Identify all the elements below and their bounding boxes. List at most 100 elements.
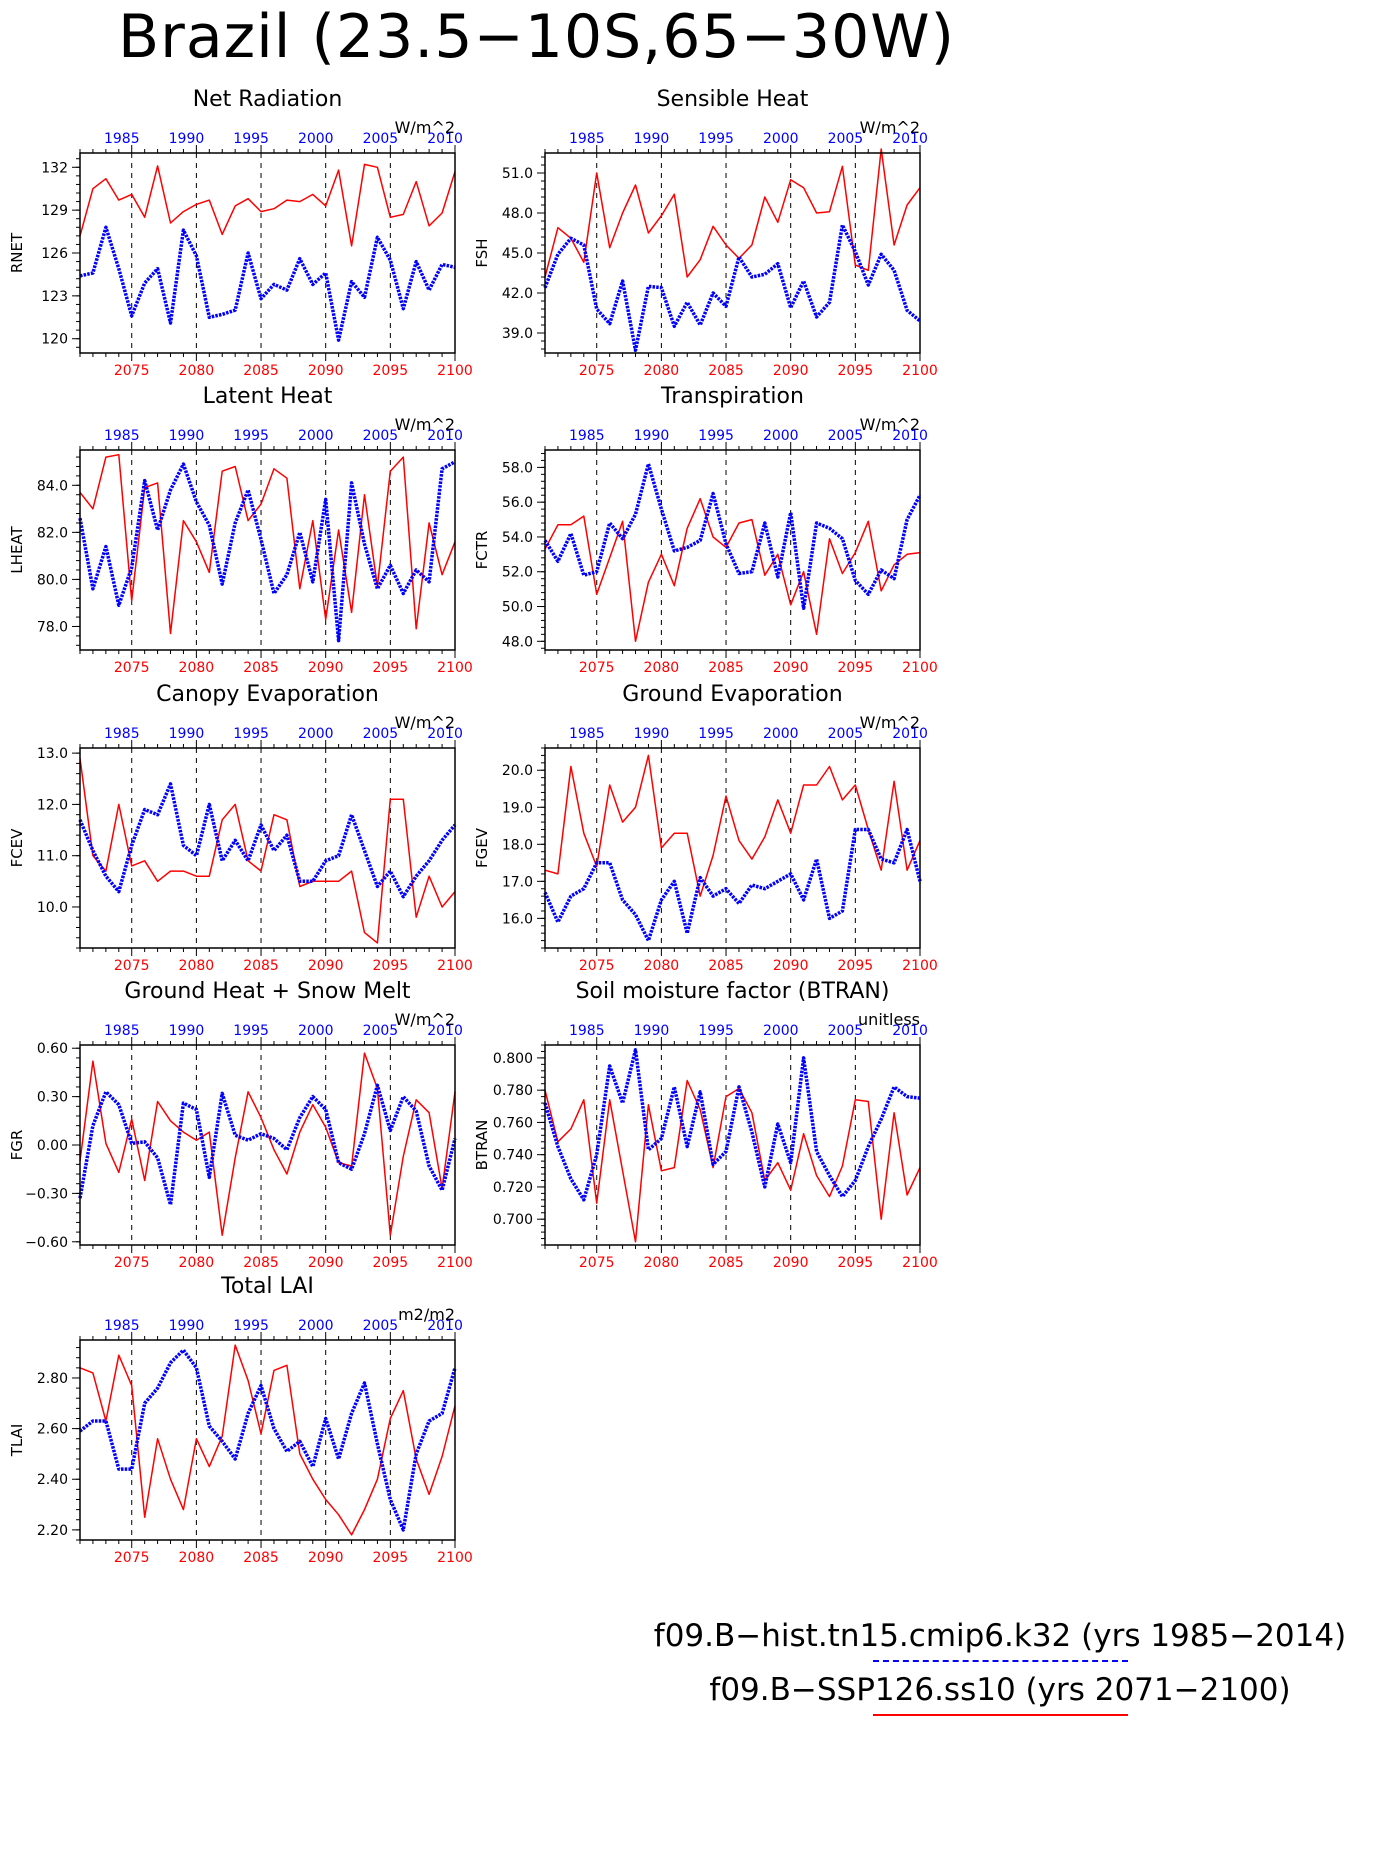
- x-tick-label-bottom: 2100: [437, 1550, 473, 1566]
- x-tick-label-top: 1985: [569, 428, 605, 444]
- y-tick-label: 0.720: [493, 1180, 533, 1196]
- panel-title: Ground Heat + Snow Melt: [124, 979, 411, 1004]
- x-tick-label-top: 1990: [634, 726, 670, 742]
- x-tick-label-bottom: 2080: [179, 958, 215, 974]
- x-tick-label-bottom: 2080: [179, 1255, 215, 1271]
- x-tick-label-top: 1985: [569, 726, 605, 742]
- x-tick-label-top: 2010: [892, 428, 928, 444]
- series-line-hist: [78, 782, 457, 899]
- series-line-ssp: [544, 1079, 921, 1243]
- x-tick-label-top: 1995: [233, 428, 269, 444]
- plot-frame: [544, 152, 921, 354]
- y-tick-label: 51.0: [502, 166, 533, 182]
- x-tick-label-bottom: 2090: [308, 1550, 344, 1566]
- x-tick-label-bottom: 2100: [437, 660, 473, 676]
- page-title: Brazil (23.5−10S,65−30W): [118, 2, 955, 72]
- series-line-hist: [543, 223, 922, 353]
- panel-units: W/m^2: [395, 118, 455, 137]
- x-tick-label-top: 2010: [892, 131, 928, 147]
- x-tick-label-bottom: 2095: [373, 660, 409, 676]
- x-tick-label-bottom: 2090: [308, 363, 344, 379]
- panel-units: W/m^2: [860, 118, 920, 137]
- y-axis-label: FSH: [473, 238, 491, 267]
- y-tick-label: 17.0: [502, 874, 533, 890]
- y-tick-label: 2.20: [37, 1523, 68, 1539]
- series-line-ssp: [544, 754, 921, 897]
- x-tick-label-bottom: 2075: [114, 363, 150, 379]
- x-tick-label-top: 1995: [698, 726, 734, 742]
- series-line-ssp: [544, 497, 921, 643]
- x-tick-label-bottom: 2100: [902, 363, 938, 379]
- x-tick-label-bottom: 2085: [243, 363, 279, 379]
- x-tick-label-bottom: 2075: [579, 958, 615, 974]
- y-axis-label: FGEV: [473, 827, 491, 868]
- x-tick-label-top: 1990: [169, 726, 205, 742]
- y-tick-label: 129: [41, 203, 68, 219]
- y-tick-label: 82.0: [37, 525, 68, 541]
- x-tick-label-top: 1995: [698, 131, 734, 147]
- x-tick-label-bottom: 2095: [838, 660, 874, 676]
- x-tick-label-top: 2005: [363, 428, 399, 444]
- y-tick-label: 132: [41, 160, 68, 176]
- series-line-hist: [78, 1348, 457, 1532]
- panel-units: m2/m2: [398, 1305, 455, 1324]
- plot-frame: [79, 1339, 456, 1541]
- x-tick-label-bottom: 2100: [437, 958, 473, 974]
- plot-frame: [544, 1044, 921, 1246]
- panel-title: Latent Heat: [203, 384, 333, 409]
- y-axis-label: TLAI: [8, 1424, 26, 1458]
- panel-title: Canopy Evaporation: [156, 682, 379, 707]
- x-tick-label-top: 1995: [233, 131, 269, 147]
- panel-title: Transpiration: [660, 384, 804, 409]
- x-tick-label-top: 2005: [363, 131, 399, 147]
- x-tick-label-top: 2000: [298, 1318, 334, 1334]
- x-tick-label-bottom: 2090: [773, 958, 809, 974]
- x-tick-label-bottom: 2085: [243, 1550, 279, 1566]
- y-tick-label: 0.740: [493, 1148, 533, 1164]
- y-tick-label: 56.0: [502, 495, 533, 511]
- x-tick-label-top: 1995: [233, 1023, 269, 1039]
- x-tick-label-top: 2010: [427, 131, 463, 147]
- legend-hist-label: f09.B−hist.tn15.cmip6.k32 (yrs 1985−2014…: [653, 1618, 1347, 1654]
- legend-ssp-label: f09.B−SSP126.ss10 (yrs 2071−2100): [709, 1672, 1291, 1708]
- x-tick-label-bottom: 2085: [708, 363, 744, 379]
- x-tick-label-bottom: 2090: [773, 660, 809, 676]
- x-tick-label-top: 1985: [569, 131, 605, 147]
- y-tick-label: 123: [41, 289, 68, 305]
- panel-units: W/m^2: [395, 1010, 455, 1029]
- x-tick-label-top: 2000: [763, 131, 799, 147]
- x-tick-label-top: 1990: [634, 131, 670, 147]
- x-tick-label-bottom: 2100: [437, 1255, 473, 1271]
- legend-hist-swatch: [872, 1660, 1128, 1662]
- y-tick-label: 19.0: [502, 800, 533, 816]
- x-tick-label-bottom: 2085: [243, 1255, 279, 1271]
- y-tick-label: 120: [41, 332, 68, 348]
- series-line-ssp: [544, 148, 921, 278]
- x-tick-label-top: 2000: [298, 726, 334, 742]
- x-tick-label-top: 1985: [104, 131, 140, 147]
- panel-title: Sensible Heat: [657, 87, 809, 112]
- x-tick-label-top: 2000: [763, 428, 799, 444]
- panel-units: W/m^2: [860, 415, 920, 434]
- x-tick-label-top: 2000: [763, 1023, 799, 1039]
- x-tick-label-top: 2005: [363, 726, 399, 742]
- y-tick-label: 84.0: [37, 478, 68, 494]
- panel-title: Net Radiation: [193, 87, 343, 112]
- x-tick-label-bottom: 2080: [179, 363, 215, 379]
- x-tick-label-top: 1990: [169, 131, 205, 147]
- x-tick-label-top: 1990: [634, 428, 670, 444]
- x-tick-label-top: 2005: [363, 1318, 399, 1334]
- x-tick-label-top: 2010: [892, 1023, 928, 1039]
- y-tick-label: 2.80: [37, 1371, 68, 1387]
- y-tick-label: 54.0: [502, 530, 533, 546]
- panel-units: W/m^2: [395, 415, 455, 434]
- x-tick-label-bottom: 2085: [243, 660, 279, 676]
- x-tick-label-bottom: 2090: [308, 1255, 344, 1271]
- y-tick-label: 0.00: [37, 1138, 68, 1154]
- x-tick-label-top: 1995: [233, 1318, 269, 1334]
- x-tick-label-bottom: 2075: [114, 1255, 150, 1271]
- x-tick-label-top: 2005: [828, 1023, 864, 1039]
- x-tick-label-top: 1990: [169, 428, 205, 444]
- series-line-ssp: [79, 758, 456, 944]
